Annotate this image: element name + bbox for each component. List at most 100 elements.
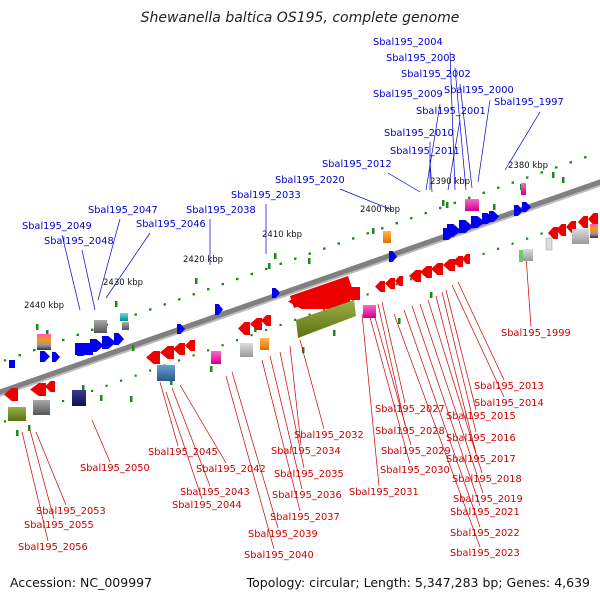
track-tick (552, 172, 555, 178)
reverse-gene-block (290, 276, 352, 308)
track-dot (541, 171, 543, 174)
gene-label-reverse: Sbal195_2013 (474, 381, 544, 392)
leader-line-reverse (21, 431, 49, 542)
forward-gene-arrow (114, 333, 124, 345)
track-dot (250, 333, 253, 337)
track-tick (46, 330, 49, 336)
genome-stats-text: Topology: circular; Length: 5,347,283 bp… (246, 575, 590, 590)
gene-label-reverse: Sbal195_2027 (375, 404, 445, 415)
leader-line-forward (61, 234, 81, 311)
cds-block-lightgray (240, 343, 253, 357)
track-dot (482, 252, 485, 255)
gene-label-reverse: Sbal195_2022 (450, 528, 520, 539)
forward-gene-arrow (272, 288, 280, 298)
gene-label-forward: Sbal195_2001 (416, 106, 486, 117)
accession-text: Accession: NC_009997 (10, 575, 153, 590)
forward-gene-arrow (482, 213, 494, 224)
gene-label-forward: Sbal195_2002 (401, 69, 471, 80)
track-tick (28, 425, 31, 431)
track-tick (100, 395, 103, 401)
leader-line-forward (504, 111, 541, 171)
track-dot (323, 308, 326, 311)
cds-block-orange (260, 338, 269, 350)
track-dot (439, 206, 442, 209)
track-tick (398, 318, 401, 324)
gene-label-reverse: Sbal195_2045 (148, 447, 218, 458)
leader-line-reverse (427, 299, 483, 474)
leader-line-reverse (179, 384, 227, 464)
leader-line-reverse (381, 301, 406, 404)
track-dot (454, 201, 456, 204)
tick-label: 2410 kbp (262, 230, 302, 240)
track-dot (77, 333, 79, 336)
gene-label-forward: Sbal195_2000 (444, 85, 514, 96)
reverse-gene-arrow (588, 213, 598, 225)
gene-label-reverse: Sbal195_2031 (349, 487, 419, 498)
leader-line-forward (81, 249, 96, 311)
track-dot (367, 232, 369, 235)
leader-line-reverse (435, 295, 477, 454)
cds-block-gray (94, 320, 107, 333)
leader-line-forward (339, 188, 393, 211)
track-dot (584, 156, 587, 159)
track-dot (193, 293, 195, 296)
leader-line-reverse (165, 391, 203, 500)
track-dot (207, 349, 210, 352)
track-dot (570, 161, 572, 164)
track-dot (120, 379, 123, 382)
cds-block-pink (521, 183, 526, 195)
track-dot (511, 242, 514, 245)
track-dot (396, 222, 398, 225)
gene-label-forward: Sbal195_2047 (88, 205, 158, 216)
track-dot (352, 237, 355, 240)
forward-gene-arrow (177, 324, 185, 334)
track-dot (222, 282, 224, 285)
track-tick (446, 202, 449, 208)
forward-gene-arrow (52, 352, 60, 362)
reverse-gene-arrow (420, 266, 432, 278)
major-tick (195, 278, 198, 284)
gene-label-reverse: Sbal195_2056 (18, 542, 88, 553)
gene-label-reverse: Sbal195_2039 (248, 529, 318, 540)
leader-line-forward (387, 172, 421, 193)
reverse-gene-arrow (385, 278, 395, 289)
gene-label-reverse: Sbal195_2053 (36, 506, 106, 517)
reverse-gene-arrow (160, 346, 174, 359)
reverse-gene-arrow (250, 318, 262, 330)
leader-line-forward (97, 218, 121, 301)
reverse-gene-arrow (453, 256, 463, 267)
track-dot (4, 420, 7, 423)
leader-line-reverse (159, 381, 179, 447)
track-dot (265, 267, 268, 270)
leader-line-forward (447, 119, 461, 191)
reverse-gene-arrow (173, 343, 185, 355)
gene-label-forward: Sbal195_2038 (186, 205, 256, 216)
gene-label-reverse: Sbal195_2016 (446, 433, 516, 444)
leader-line-reverse (525, 255, 532, 328)
track-dot (135, 313, 137, 316)
forward-gene-arrow (489, 211, 499, 222)
track-tick (302, 347, 305, 353)
tick-label: 2440 kbp (24, 301, 64, 311)
track-dot (410, 278, 413, 281)
leader-line-reverse (445, 289, 477, 411)
forward-gene-arrow (443, 228, 455, 240)
track-dot (33, 348, 36, 351)
cds-block-pink (465, 199, 479, 211)
reverse-gene-arrow (30, 383, 46, 396)
track-dot (207, 288, 210, 291)
reverse-gene-arrow (548, 227, 558, 239)
gene-label-reverse: Sbal195_2030 (380, 465, 450, 476)
track-dot (555, 166, 558, 169)
gene-label-forward: Sbal195_2011 (390, 146, 460, 157)
track-dot (294, 257, 297, 260)
cds-block-teal (120, 313, 128, 321)
track-dot (236, 339, 239, 342)
track-dot (294, 318, 297, 321)
track-tick (132, 345, 135, 351)
gene-label-forward: Sbal195_2003 (386, 53, 456, 64)
leader-line-reverse (91, 419, 111, 463)
track-dot (410, 216, 413, 219)
cds-block-lightgray (523, 249, 533, 261)
